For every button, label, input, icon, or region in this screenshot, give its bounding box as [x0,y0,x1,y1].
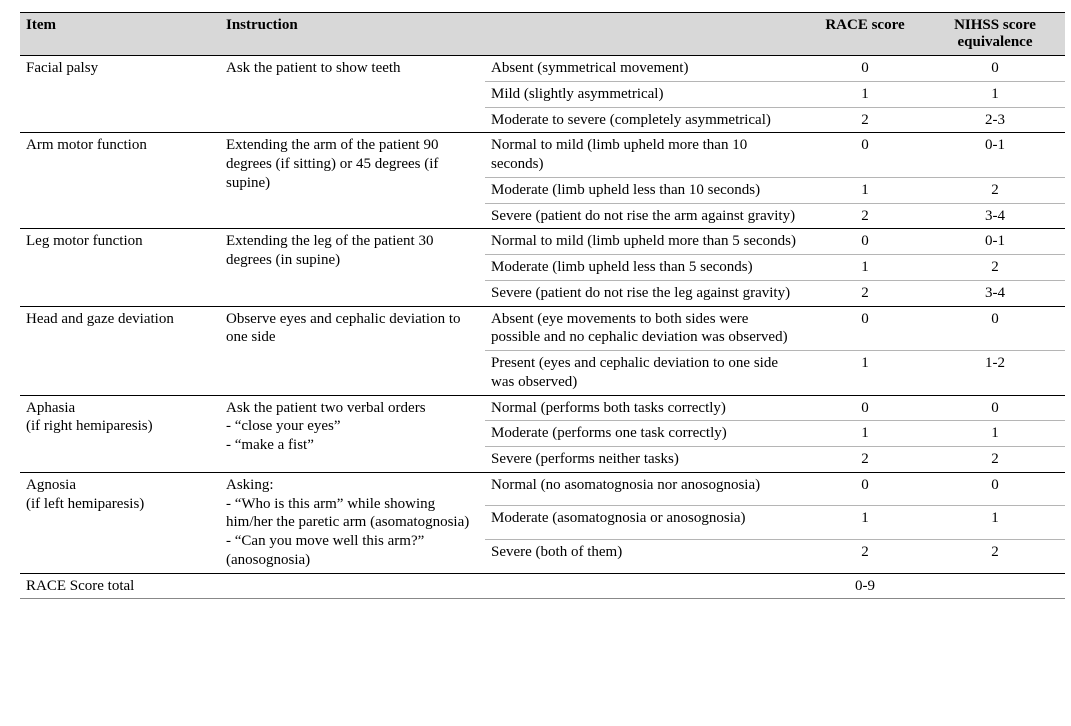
race-cell: 0 [805,56,925,82]
nihss-cell: 0 [925,56,1065,82]
nihss-cell: 2 [925,539,1065,573]
total-row: RACE Score total0-9 [20,573,1065,599]
race-cell: 1 [805,421,925,447]
race-cell: 0 [805,133,925,178]
description-cell: Severe (both of them) [485,539,805,573]
nihss-cell: 1 [925,81,1065,107]
total-nihss [925,573,1065,599]
item-cell: Agnosia(if left hemiparesis) [20,472,220,573]
race-cell: 1 [805,351,925,396]
race-cell: 1 [805,506,925,540]
race-cell: 1 [805,177,925,203]
race-cell: 0 [805,229,925,255]
item-cell: Aphasia(if right hemiparesis) [20,395,220,472]
description-cell: Normal (performs both tasks correctly) [485,395,805,421]
item-cell: Leg motor function [20,229,220,306]
description-cell: Moderate (performs one task correctly) [485,421,805,447]
instruction-cell: Extending the arm of the patient 90 degr… [220,133,485,229]
description-cell: Normal (no asomatognosia nor anosognosia… [485,472,805,506]
item-cell: Head and gaze deviation [20,306,220,395]
description-cell: Moderate (limb upheld less than 5 second… [485,255,805,281]
description-cell: Normal to mild (limb upheld more than 5 … [485,229,805,255]
race-cell: 0 [805,306,925,351]
table-row: Aphasia(if right hemiparesis)Ask the pat… [20,395,1065,421]
nihss-cell: 3-4 [925,203,1065,229]
table-row: Agnosia(if left hemiparesis)Asking:- “Wh… [20,472,1065,506]
race-cell: 0 [805,472,925,506]
nihss-cell: 0 [925,306,1065,351]
description-cell: Normal to mild (limb upheld more than 10… [485,133,805,178]
race-cell: 1 [805,255,925,281]
description-cell: Present (eyes and cephalic deviation to … [485,351,805,396]
table-body: Facial palsyAsk the patient to show teet… [20,56,1065,599]
col-description [485,13,805,56]
table-row: Head and gaze deviationObserve eyes and … [20,306,1065,351]
nihss-cell: 1 [925,421,1065,447]
nihss-cell: 2 [925,177,1065,203]
col-instruction: Instruction [220,13,485,56]
table-row: Facial palsyAsk the patient to show teet… [20,56,1065,82]
table-row: Leg motor functionExtending the leg of t… [20,229,1065,255]
item-cell: Arm motor function [20,133,220,229]
col-item: Item [20,13,220,56]
col-race: RACE score [805,13,925,56]
description-cell: Moderate (asomatognosia or anosognosia) [485,506,805,540]
race-cell: 0 [805,395,925,421]
col-nihss: NIHSS score equivalence [925,13,1065,56]
instruction-cell: Extending the leg of the patient 30 degr… [220,229,485,306]
race-cell: 2 [805,107,925,133]
nihss-cell: 1 [925,506,1065,540]
description-cell: Moderate to severe (completely asymmetri… [485,107,805,133]
race-cell: 2 [805,203,925,229]
table-row: Arm motor functionExtending the arm of t… [20,133,1065,178]
nihss-cell: 0-1 [925,133,1065,178]
description-cell: Severe (patient do not rise the leg agai… [485,280,805,306]
race-cell: 2 [805,539,925,573]
description-cell: Absent (eye movements to both sides were… [485,306,805,351]
total-label: RACE Score total [20,573,805,599]
description-cell: Absent (symmetrical movement) [485,56,805,82]
description-cell: Severe (performs neither tasks) [485,447,805,473]
instruction-cell: Ask the patient to show teeth [220,56,485,133]
description-cell: Severe (patient do not rise the arm agai… [485,203,805,229]
table-header-row: Item Instruction RACE score NIHSS score … [20,13,1065,56]
nihss-cell: 2-3 [925,107,1065,133]
nihss-cell: 1-2 [925,351,1065,396]
nihss-cell: 3-4 [925,280,1065,306]
nihss-cell: 2 [925,447,1065,473]
race-cell: 2 [805,447,925,473]
description-cell: Mild (slightly asymmetrical) [485,81,805,107]
instruction-cell: Observe eyes and cephalic deviation to o… [220,306,485,395]
nihss-cell: 0-1 [925,229,1065,255]
description-cell: Moderate (limb upheld less than 10 secon… [485,177,805,203]
race-score-table: Item Instruction RACE score NIHSS score … [20,12,1065,599]
item-cell: Facial palsy [20,56,220,133]
nihss-cell: 0 [925,472,1065,506]
nihss-cell: 0 [925,395,1065,421]
total-race: 0-9 [805,573,925,599]
instruction-cell: Ask the patient two verbal orders- “clos… [220,395,485,472]
nihss-cell: 2 [925,255,1065,281]
instruction-cell: Asking:- “Who is this arm” while showing… [220,472,485,573]
race-cell: 1 [805,81,925,107]
race-cell: 2 [805,280,925,306]
